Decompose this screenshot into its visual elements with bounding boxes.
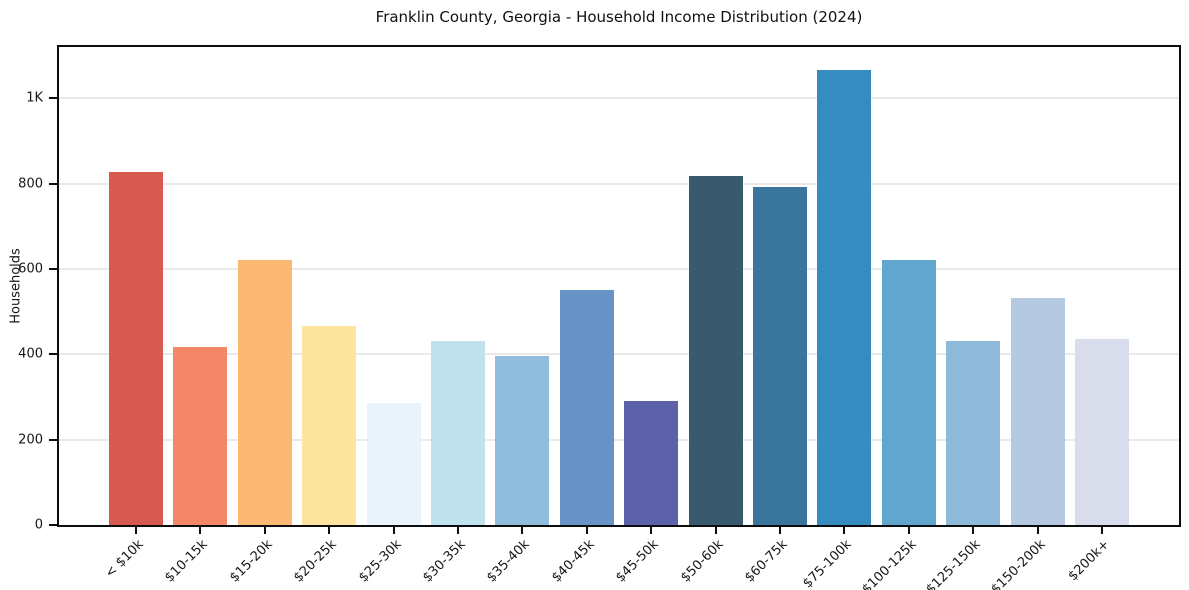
- x-tick-mark: [457, 527, 459, 534]
- y-tick-mark: [49, 438, 57, 441]
- bar: [302, 325, 357, 525]
- x-tick-mark: [521, 527, 524, 534]
- bar: [109, 172, 163, 525]
- plot-area: [57, 45, 1181, 527]
- y-axis-label: Households: [8, 248, 24, 324]
- bar: [495, 356, 550, 525]
- bar: [559, 289, 614, 525]
- y-tick-label: 0: [34, 517, 43, 533]
- bar: [237, 259, 292, 525]
- x-tick-mark: [1101, 527, 1103, 534]
- chart-title: Franklin County, Georgia - Household Inc…: [375, 8, 863, 26]
- bar: [431, 341, 485, 525]
- x-tick-mark: [650, 527, 653, 534]
- bar: [173, 346, 228, 525]
- x-tick-mark: [1036, 527, 1039, 534]
- x-tick-label: < $10k: [102, 537, 147, 582]
- grid-line: [59, 438, 1179, 441]
- x-tick-mark: [328, 527, 331, 534]
- y-tick-label: 600: [18, 261, 43, 277]
- x-tick-mark: [779, 527, 781, 534]
- grid-line: [59, 353, 1179, 356]
- x-tick-mark: [714, 527, 717, 534]
- bar: [1075, 339, 1129, 525]
- x-tick-mark: [972, 527, 975, 534]
- y-tick-mark: [49, 353, 57, 356]
- bar: [753, 187, 807, 525]
- x-tick-mark: [585, 527, 588, 534]
- grid-line: [59, 267, 1179, 270]
- x-tick-mark: [263, 527, 266, 534]
- y-tick-label: 200: [18, 432, 43, 448]
- x-tick-mark: [843, 527, 846, 534]
- y-tick-mark: [49, 524, 57, 526]
- x-tick-mark: [135, 527, 137, 534]
- bar: [624, 400, 679, 525]
- x-tick-mark: [907, 527, 910, 534]
- y-tick-mark: [49, 97, 57, 100]
- bar: [881, 259, 936, 525]
- bar: [688, 175, 743, 525]
- y-tick-mark: [49, 267, 57, 270]
- y-tick-label: 800: [18, 176, 43, 192]
- bar: [817, 69, 872, 525]
- y-tick-mark: [49, 182, 57, 185]
- bar: [1010, 297, 1065, 525]
- bar: [366, 403, 421, 525]
- x-tick-mark: [199, 527, 202, 534]
- grid-line: [59, 182, 1179, 185]
- x-tick-mark: [392, 527, 395, 534]
- y-tick-label: 400: [18, 346, 43, 362]
- grid-line: [59, 97, 1179, 100]
- bar: [946, 341, 1001, 525]
- y-tick-label: 1K: [26, 90, 43, 106]
